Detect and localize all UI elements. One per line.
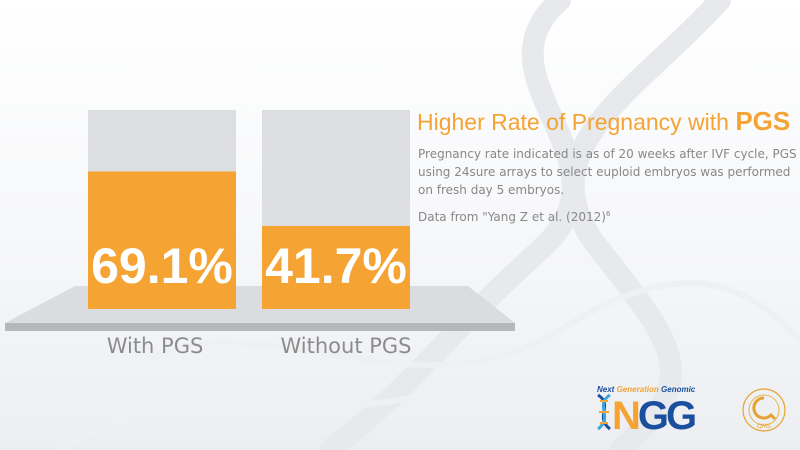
- ngg-letter-n: N: [612, 394, 641, 438]
- info-source-ref: 6: [605, 210, 611, 218]
- info-description: Pregnancy rate indicated is as of 20 wee…: [418, 147, 797, 197]
- info-source: Data from "Yang Z et al. (2012)6: [418, 210, 800, 224]
- category-label-2: Without PGS: [280, 334, 411, 358]
- ngg-tagline-part2: Generation: [616, 385, 659, 394]
- bar-value-label-2: 41.7%: [265, 238, 407, 294]
- ngg-tagline-part3: Genomic: [658, 385, 696, 394]
- bar-1: [88, 171, 236, 309]
- ngg-tagline: Next Generation Genomic: [597, 385, 695, 394]
- chart-platform-edge: [5, 323, 515, 331]
- svg-text:QMS: QMS: [757, 423, 771, 430]
- bar-2: [262, 226, 410, 309]
- category-label-1: With PGS: [107, 334, 204, 358]
- qms-seal-icon: QMS: [742, 388, 786, 432]
- ngg-letters-gg: GG: [637, 394, 697, 438]
- info-source-text: Data from "Yang Z et al. (2012): [418, 210, 606, 224]
- ngg-tagline-part1: Next: [597, 385, 617, 394]
- info-title: Higher Rate of Pregnancy with PGS: [417, 106, 800, 137]
- info-title-prefix: Higher Rate of Pregnancy with: [417, 109, 736, 135]
- dna-helix-icon: [596, 393, 612, 431]
- ngg-logo-letters: NGG: [612, 394, 697, 438]
- info-title-highlight: PGS: [735, 106, 791, 136]
- bar-value-label-1: 69.1%: [91, 238, 233, 294]
- chart-platform: [5, 286, 515, 323]
